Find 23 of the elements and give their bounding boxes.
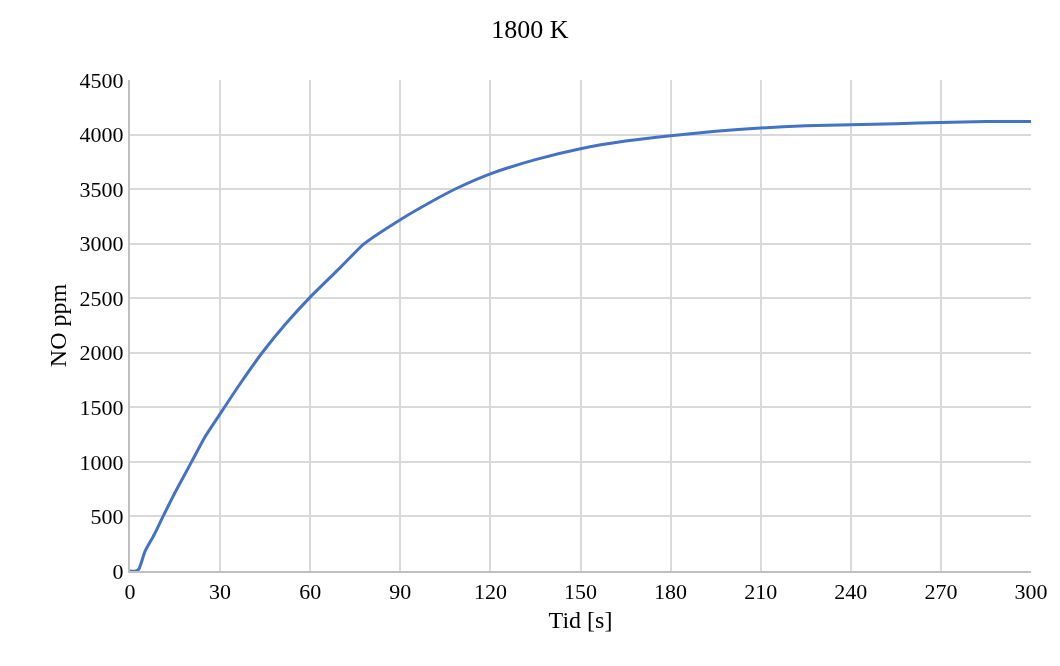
x-tick-label: 300 xyxy=(1014,579,1048,605)
y-tick-label: 0 xyxy=(112,558,124,584)
x-tick-label: 240 xyxy=(834,579,868,605)
y-tick-label: 4500 xyxy=(79,67,124,93)
y-axis-title: NO ppm xyxy=(45,283,72,368)
x-tick-label: 180 xyxy=(654,579,688,605)
y-tick-label: 500 xyxy=(90,504,124,530)
x-tick-label: 60 xyxy=(299,579,322,605)
y-tick-label: 2500 xyxy=(79,285,124,311)
y-tick-label: 3000 xyxy=(79,231,124,257)
y-tick-label: 4000 xyxy=(79,122,124,148)
y-tick-label: 3500 xyxy=(79,176,124,202)
x-axis-title: Tid [s] xyxy=(548,607,613,634)
x-tick-label: 150 xyxy=(564,579,597,605)
y-tick-label: 1000 xyxy=(79,449,124,475)
x-tick-label: 210 xyxy=(744,579,778,605)
y-tick-label: 1500 xyxy=(79,395,124,421)
chart-title: 1800 K xyxy=(491,15,569,45)
y-tick-label: 2000 xyxy=(79,340,124,366)
x-tick-label: 30 xyxy=(209,579,232,605)
x-tick-label: 90 xyxy=(389,579,412,605)
x-tick-label: 270 xyxy=(924,579,958,605)
x-tick-label: 120 xyxy=(473,579,507,605)
